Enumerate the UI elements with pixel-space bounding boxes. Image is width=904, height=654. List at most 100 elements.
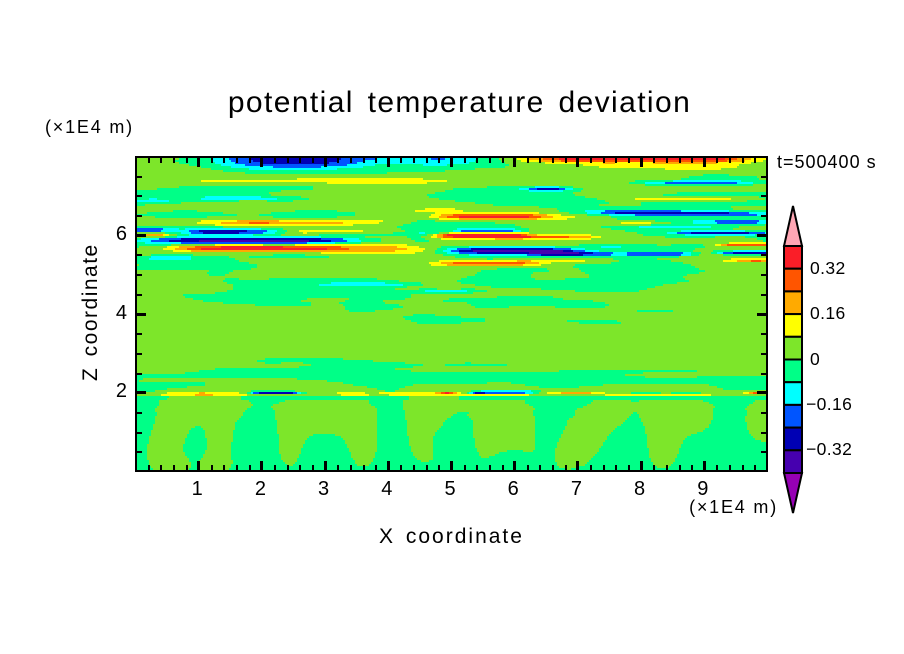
z-minor-tick: [761, 373, 766, 375]
x-minor-tick: [148, 158, 150, 163]
x-minor-tick: [160, 158, 162, 163]
z-major-tick: [137, 234, 146, 237]
x-minor-tick: [337, 158, 339, 163]
x-minor-tick: [716, 465, 718, 470]
x-minor-tick: [363, 465, 365, 470]
x-minor-tick: [274, 465, 276, 470]
x-tick-label: 3: [318, 478, 330, 500]
z-minor-tick: [761, 254, 766, 256]
x-minor-tick: [742, 158, 744, 163]
plot-frame-border: [135, 156, 768, 472]
x-minor-tick: [186, 465, 188, 470]
z-tick-label: 2: [115, 380, 127, 403]
x-minor-tick: [552, 465, 554, 470]
x-tick-label: 9: [697, 478, 709, 500]
x-minor-tick: [666, 158, 668, 163]
x-minor-tick: [464, 465, 466, 470]
x-major-tick: [324, 461, 327, 470]
x-major-tick: [640, 461, 643, 470]
x-minor-tick: [337, 465, 339, 470]
z-major-tick: [757, 391, 766, 394]
z-minor-tick: [761, 195, 766, 197]
x-tick-label: 5: [444, 478, 456, 500]
x-minor-tick: [754, 158, 756, 163]
z-minor-tick: [137, 353, 142, 355]
x-minor-tick: [489, 158, 491, 163]
colorbar-tick-label: 0: [810, 348, 821, 369]
z-tick-label: 6: [115, 222, 127, 245]
x-minor-tick: [375, 158, 377, 163]
x-minor-tick: [590, 465, 592, 470]
x-major-tick: [197, 461, 200, 470]
x-minor-tick: [679, 158, 681, 163]
x-major-tick: [576, 461, 579, 470]
x-tick-label: 6: [507, 478, 519, 500]
z-minor-tick: [137, 373, 142, 375]
x-minor-tick: [249, 158, 251, 163]
colorbar-segment: [783, 381, 803, 406]
x-minor-tick: [438, 465, 440, 470]
x-minor-tick: [527, 465, 529, 470]
x-minor-tick: [615, 158, 617, 163]
x-major-tick: [260, 461, 263, 470]
chart-title: potential temperature deviation: [227, 86, 692, 119]
z-minor-tick: [137, 333, 142, 335]
x-minor-tick: [413, 158, 415, 163]
z-minor-tick: [761, 274, 766, 276]
colorbar: [782, 205, 804, 514]
z-minor-tick: [137, 176, 142, 178]
x-minor-tick: [666, 465, 668, 470]
x-minor-tick: [400, 465, 402, 470]
z-minor-tick: [137, 215, 142, 217]
x-minor-tick: [716, 158, 718, 163]
x-minor-tick: [628, 465, 630, 470]
colorbar-under-arrow: [782, 472, 804, 514]
x-tick-label: 7: [570, 478, 582, 500]
x-minor-tick: [742, 465, 744, 470]
x-minor-tick: [527, 158, 529, 163]
x-minor-tick: [565, 158, 567, 163]
x-minor-tick: [274, 158, 276, 163]
x-minor-tick: [603, 465, 605, 470]
z-minor-tick: [761, 294, 766, 296]
x-major-tick: [260, 158, 263, 167]
x-tick-label: 1: [191, 478, 203, 500]
colorbar-tick-label: −0.16: [806, 393, 853, 414]
x-minor-tick: [312, 465, 314, 470]
x-minor-tick: [160, 465, 162, 470]
x-minor-tick: [502, 465, 504, 470]
z-minor-tick: [137, 294, 142, 296]
colorbar-over-arrow: [782, 205, 804, 247]
x-major-tick: [513, 158, 516, 167]
x-minor-tick: [476, 465, 478, 470]
colorbar-segment: [783, 403, 803, 429]
z-minor-tick: [761, 432, 766, 434]
x-minor-tick: [552, 158, 554, 163]
x-minor-tick: [679, 465, 681, 470]
z-major-tick: [137, 313, 146, 316]
colorbar-tick-label: −0.32: [806, 439, 853, 460]
x-minor-tick: [539, 158, 541, 163]
z-tick-label: 4: [115, 301, 127, 324]
x-minor-tick: [299, 158, 301, 163]
x-major-tick: [387, 461, 390, 470]
x-minor-tick: [148, 465, 150, 470]
colorbar-segment: [783, 358, 803, 384]
z-minor-tick: [761, 333, 766, 335]
x-minor-tick: [603, 158, 605, 163]
colorbar-tick-label: 0.16: [810, 303, 846, 324]
contour-field-canvas: [135, 156, 767, 472]
x-minor-tick: [299, 465, 301, 470]
x-tick-label: 4: [381, 478, 393, 500]
x-tick-label: 2: [254, 478, 266, 500]
y-axis-unit: (×1E4 m): [45, 117, 134, 137]
x-minor-tick: [438, 158, 440, 163]
x-axis-title: X coordinate: [379, 525, 524, 548]
z-minor-tick: [137, 274, 142, 276]
z-minor-tick: [137, 432, 142, 434]
colorbar-segment: [783, 313, 803, 338]
x-major-tick: [450, 461, 453, 470]
x-major-tick: [640, 158, 643, 167]
x-minor-tick: [590, 158, 592, 163]
x-minor-tick: [539, 465, 541, 470]
